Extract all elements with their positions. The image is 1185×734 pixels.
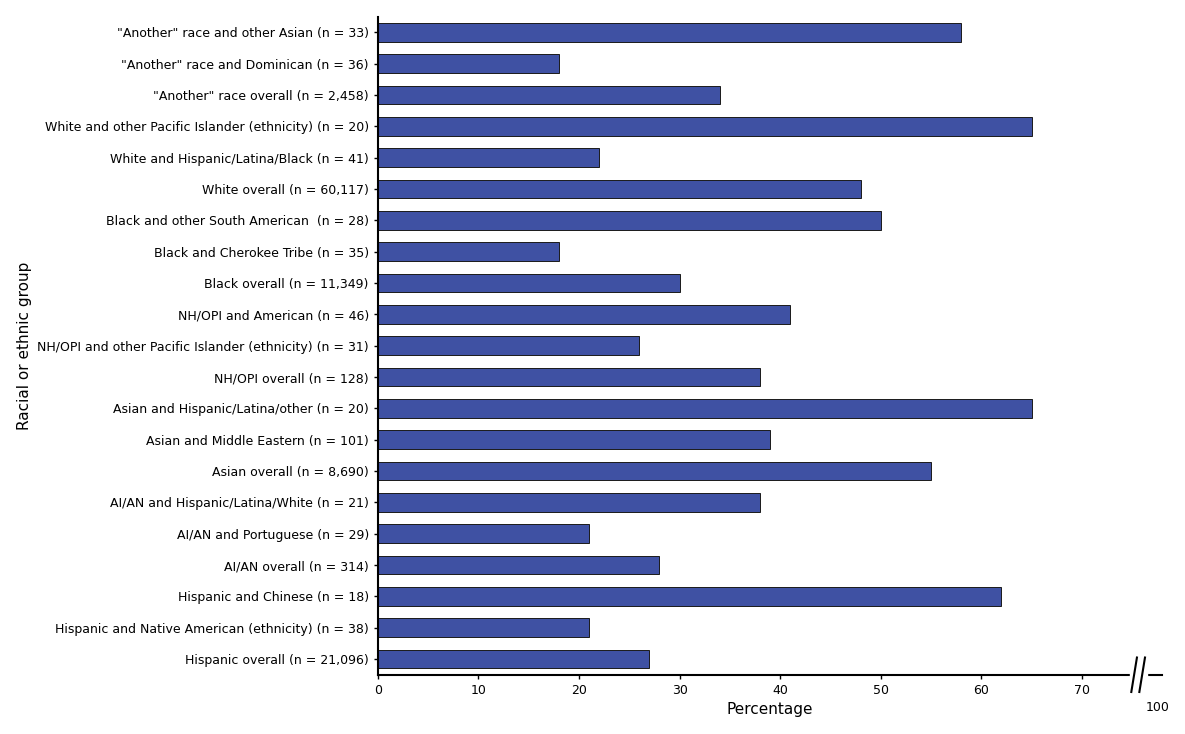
Bar [378,556,660,575]
Bar [378,336,640,355]
Bar [378,399,1032,418]
Bar [378,524,589,543]
Bar [378,54,559,73]
Bar [378,23,961,42]
Bar [378,117,1032,136]
Bar [378,430,770,449]
Text: 100: 100 [1146,702,1170,714]
Bar [378,618,589,637]
Y-axis label: Racial or ethnic group: Racial or ethnic group [17,261,32,430]
Bar [378,180,860,198]
Bar [1130,673,1147,677]
Bar [378,305,790,324]
Bar [378,274,679,292]
Bar [378,368,760,386]
Bar [378,462,931,481]
Bar [378,242,559,261]
Bar [378,86,719,104]
Bar [378,211,880,230]
Bar [378,493,760,512]
Bar [378,148,600,167]
Bar [378,587,1001,606]
Bar [378,650,649,669]
X-axis label: Percentage: Percentage [726,702,813,717]
